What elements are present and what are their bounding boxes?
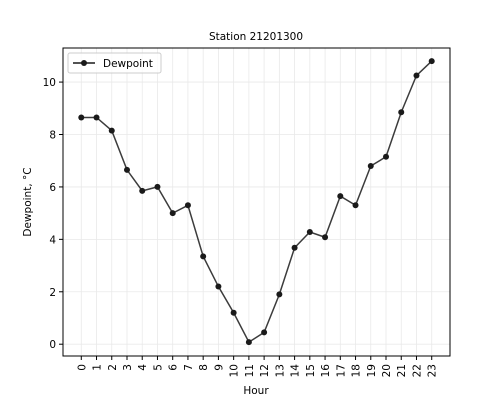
x-tick-label: 13 [274, 364, 286, 377]
data-point [108, 127, 115, 134]
data-point [78, 114, 85, 121]
x-tick-label: 8 [198, 364, 210, 371]
x-tick-label: 15 [305, 364, 317, 377]
data-point [291, 244, 298, 251]
y-tick-label: 0 [49, 339, 56, 351]
x-tick-label: 21 [396, 364, 408, 377]
data-point [413, 72, 420, 79]
x-tick-label: 7 [183, 364, 195, 371]
x-tick-label: 5 [152, 364, 164, 371]
x-tick-label: 4 [137, 364, 149, 371]
y-tick-label: 2 [49, 287, 56, 299]
data-point [261, 329, 268, 336]
grid [63, 48, 450, 356]
x-tick-label: 9 [213, 364, 225, 371]
x-tick-label: 20 [381, 364, 393, 377]
data-point [139, 187, 146, 194]
x-tick-label: 19 [366, 364, 378, 377]
x-axis-ticks: 0 1 2 3 4 5 6 7 8 9 10 11 12 13 14 15 16 17 18 19 20 21 22 23 [76, 356, 439, 378]
x-tick-label: 18 [351, 364, 363, 377]
y-tick-label: 10 [43, 77, 56, 89]
y-axis-ticks: 0 2 4 6 8 10 [43, 77, 63, 351]
plot-area-frame [62, 47, 451, 357]
x-tick-label: 11 [244, 364, 256, 377]
data-point [215, 283, 222, 290]
data-point [93, 114, 100, 121]
x-tick-label: 1 [92, 364, 104, 371]
x-tick-label: 14 [290, 364, 302, 378]
data-point [200, 253, 207, 260]
legend-label-dewpoint: Dewpoint [103, 58, 153, 70]
x-tick-label: 6 [168, 364, 180, 371]
x-axis-label: Hour [243, 385, 269, 397]
x-tick-label: 23 [427, 364, 439, 377]
y-tick-label: 4 [49, 234, 56, 246]
legend-box [67, 52, 162, 74]
data-point [352, 202, 359, 209]
data-point [154, 183, 161, 190]
x-tick-label: 12 [259, 364, 271, 377]
x-tick-label: 10 [229, 364, 241, 377]
data-point [123, 166, 130, 173]
x-tick-label: 2 [107, 364, 119, 371]
data-point [383, 153, 390, 160]
data-point [367, 162, 374, 169]
x-tick-label: 17 [335, 364, 347, 377]
x-tick-label: 3 [122, 364, 134, 371]
series-dewpoint [78, 58, 435, 346]
data-point [322, 234, 329, 241]
data-point [337, 193, 344, 200]
data-point [276, 291, 283, 298]
data-point [230, 309, 237, 316]
data-point [184, 202, 191, 209]
legend-marker-sample [81, 60, 87, 66]
y-axis-label: Dewpoint, °C [22, 167, 34, 236]
y-tick-label: 8 [49, 130, 56, 142]
data-point [398, 109, 405, 116]
chart-title: Station 21201300 [209, 31, 303, 43]
data-point [306, 229, 313, 236]
x-tick-label: 0 [76, 364, 88, 371]
data-point [428, 58, 435, 65]
x-tick-label: 22 [411, 364, 423, 377]
data-point [169, 210, 176, 217]
legend: Dewpoint [67, 52, 162, 74]
x-tick-label: 16 [320, 364, 332, 378]
y-tick-label: 6 [49, 182, 56, 194]
data-point [245, 339, 252, 346]
